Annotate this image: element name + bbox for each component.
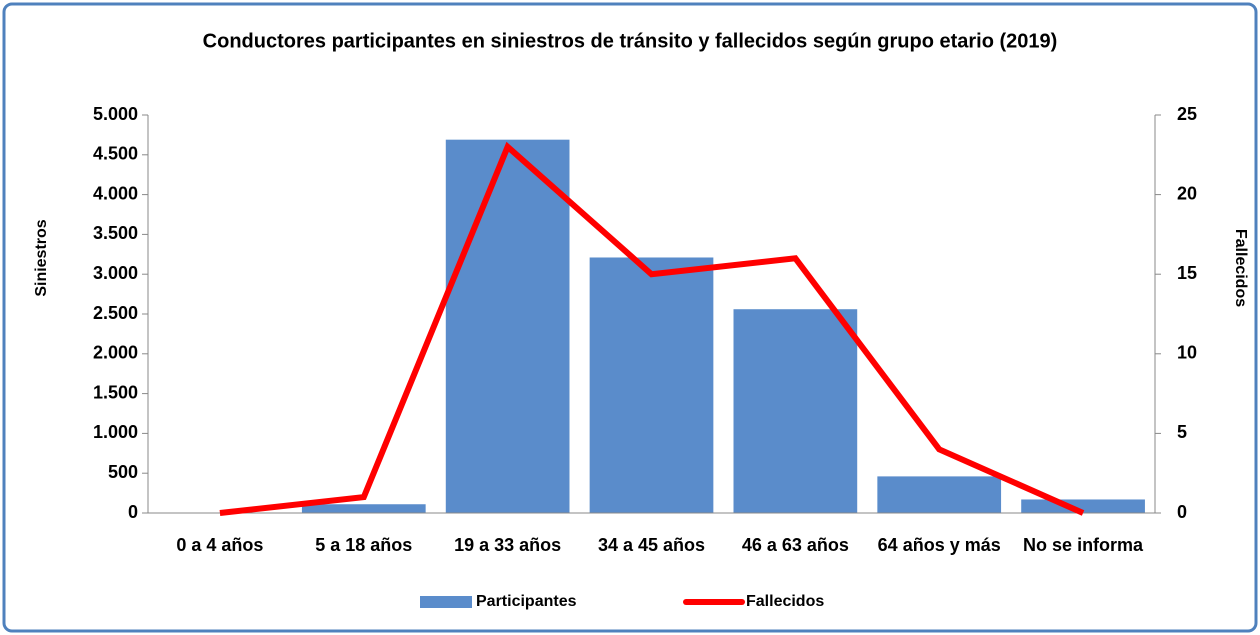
bar — [1021, 499, 1145, 513]
line — [219, 141, 1085, 516]
y-tick-label: 5.000 — [93, 104, 138, 124]
y2-axis-label: Fallecidos — [1232, 229, 1249, 307]
y2-tick-label: 5 — [1177, 422, 1187, 442]
x-tick-label: No se informa — [1023, 535, 1144, 555]
bar — [445, 139, 570, 513]
bar — [733, 309, 858, 513]
bar — [877, 476, 1002, 513]
y2-tick-label: 10 — [1177, 343, 1197, 363]
x-tick-label: 46 a 63 años — [742, 535, 849, 555]
y-tick-label: 3.500 — [93, 223, 138, 243]
y-tick-label: 1.500 — [93, 382, 138, 402]
x-tick-label: 0 a 4 años — [176, 535, 263, 555]
y2-tick-label: 25 — [1177, 104, 1197, 124]
y-tick-label: 4.000 — [93, 183, 138, 203]
y2-tick-label: 20 — [1177, 183, 1197, 203]
x-tick-label: 64 años y más — [878, 535, 1001, 555]
legend-label: Participantes — [476, 593, 577, 610]
y-tick-label: 500 — [108, 462, 138, 482]
x-tick-label: 5 a 18 años — [315, 535, 412, 555]
legend-swatch — [420, 596, 472, 608]
x-tick-label: 19 a 33 años — [454, 535, 561, 555]
y-axis-label: Siniestros — [33, 219, 50, 296]
bar — [589, 257, 714, 513]
y-tick-label: 3.000 — [93, 263, 138, 283]
y-tick-label: 2.000 — [93, 343, 138, 363]
y-tick-label: 1.000 — [93, 422, 138, 442]
y-tick-label: 4.500 — [93, 144, 138, 164]
y2-tick-label: 0 — [1177, 502, 1187, 522]
y-tick-label: 2.500 — [93, 303, 138, 323]
legend-label: Fallecidos — [746, 593, 824, 610]
chart-title: Conductores participantes en siniestros … — [203, 30, 1058, 52]
bar — [301, 504, 426, 513]
x-tick-label: 34 a 45 años — [598, 535, 705, 555]
y2-tick-label: 15 — [1177, 263, 1197, 283]
y-tick-label: 0 — [128, 502, 138, 522]
